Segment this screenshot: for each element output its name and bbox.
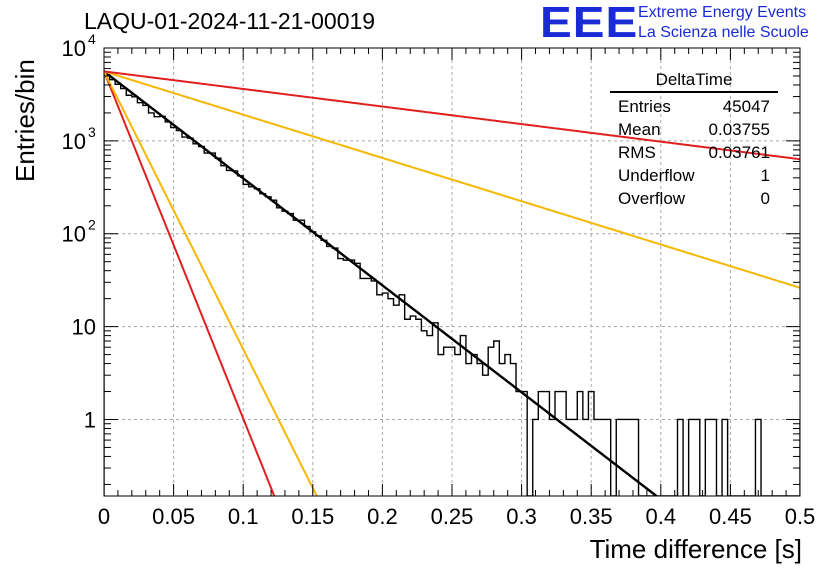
stats-value: 0.03755: [708, 120, 770, 139]
y-tick-label: 10: [62, 129, 86, 154]
x-tick-label: 0: [98, 504, 110, 529]
stats-row-rms: RMS 0.03761: [610, 141, 778, 164]
y-axis-label: Entries/bin: [10, 59, 40, 182]
y-tick-exponent: 4: [88, 31, 96, 47]
x-tick-label: 0.3: [506, 504, 537, 529]
y-tick-exponent: 2: [88, 217, 96, 233]
x-tick-label: 0.4: [646, 504, 677, 529]
stats-value: 0: [760, 189, 770, 208]
chart-title: LAQU-01-2024-11-21-00019: [84, 8, 376, 34]
stats-row-mean: Mean 0.03755: [610, 118, 778, 141]
logo-tagline-1: Extreme Energy Events: [638, 4, 807, 21]
stats-row-underflow: Underflow 1: [610, 164, 778, 187]
stats-title: DeltaTime: [610, 70, 778, 93]
x-tick-label: 0.25: [431, 504, 474, 529]
logo-tagline-2: La Scienza nelle Scuole: [638, 24, 809, 41]
x-tick-label: 0.5: [785, 504, 816, 529]
stats-label: Entries: [618, 97, 671, 116]
y-tick-label: 10: [72, 315, 96, 340]
stats-label: Underflow: [618, 166, 695, 185]
x-tick-label: 0.05: [152, 504, 195, 529]
fit-curve-4: [104, 70, 800, 289]
fit-curve-5: [104, 70, 800, 161]
y-tick-label: 1: [84, 407, 96, 432]
stats-label: Mean: [618, 120, 661, 139]
stats-row-entries: Entries 45047: [610, 95, 778, 118]
x-tick-label: 0.1: [228, 504, 259, 529]
eee-logo: EEE: [540, 0, 639, 47]
y-tick-exponent: 3: [88, 124, 96, 140]
fit-curve-3: [104, 70, 318, 496]
fit-curve-1: [104, 70, 659, 496]
stats-value: 0.03761: [708, 143, 770, 162]
fit-curve-2: [104, 71, 276, 496]
stats-row-overflow: Overflow 0: [610, 187, 778, 210]
stats-box: DeltaTime Entries 45047 Mean 0.03755 RMS…: [610, 70, 778, 210]
stats-value: 45047: [722, 97, 770, 116]
y-tick-label: 10: [62, 36, 86, 61]
x-axis-label: Time difference [s]: [589, 534, 802, 564]
x-tick-label: 0.2: [367, 504, 398, 529]
stats-label: Overflow: [618, 189, 686, 208]
x-tick-label: 0.15: [291, 504, 334, 529]
histogram-bins: [104, 74, 800, 496]
stats-label: RMS: [618, 143, 656, 162]
stats-value: 1: [760, 166, 770, 185]
y-tick-label: 10: [62, 222, 86, 247]
x-tick-label: 0.45: [709, 504, 752, 529]
x-tick-label: 0.35: [570, 504, 613, 529]
